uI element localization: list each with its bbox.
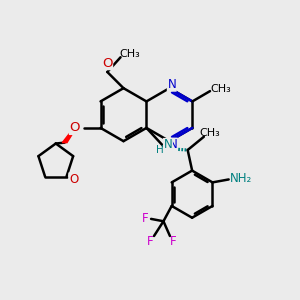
- Text: CH₃: CH₃: [200, 128, 220, 138]
- Text: NH₂: NH₂: [230, 172, 252, 185]
- Text: N: N: [164, 139, 172, 152]
- Text: F: F: [170, 235, 177, 248]
- Text: N: N: [167, 78, 176, 91]
- Text: H: H: [156, 145, 164, 155]
- Text: N: N: [169, 138, 177, 151]
- Text: F: F: [142, 212, 148, 225]
- Text: O: O: [69, 122, 80, 134]
- Text: N: N: [167, 78, 176, 91]
- Polygon shape: [62, 128, 76, 142]
- Text: N: N: [169, 138, 177, 151]
- Text: O: O: [102, 57, 112, 70]
- Text: O: O: [69, 173, 78, 186]
- Text: CH₃: CH₃: [119, 49, 140, 59]
- Text: CH₃: CH₃: [210, 84, 231, 94]
- Text: F: F: [147, 235, 154, 248]
